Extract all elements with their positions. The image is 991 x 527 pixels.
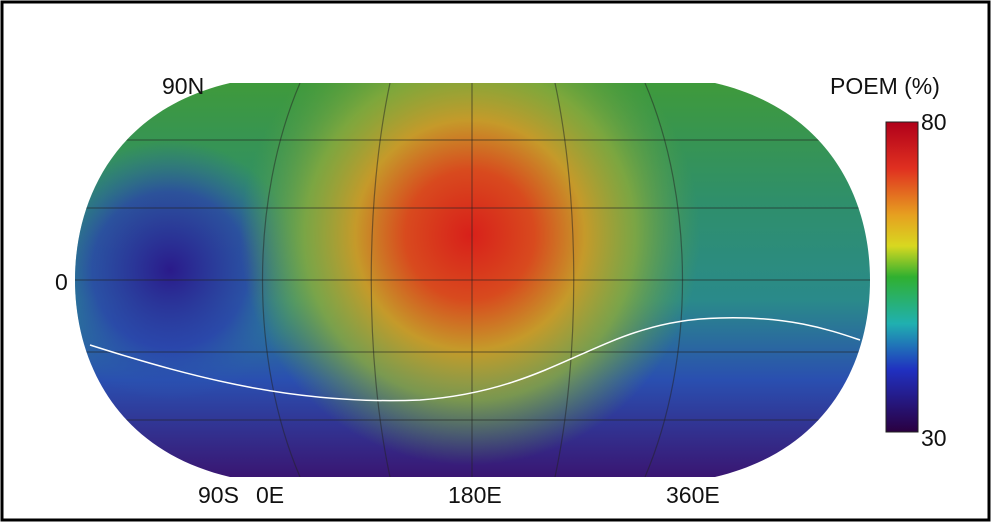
lat-label: 0 <box>55 269 68 295</box>
colorbar-min: 30 <box>921 425 947 451</box>
lat-label: 90S <box>198 482 239 508</box>
lon-label: 360E <box>666 482 720 508</box>
colorbar-title: POEM (%) <box>830 73 940 99</box>
lat-label: 90N <box>162 73 204 99</box>
colorbar-max: 80 <box>921 109 947 135</box>
lon-label: 0E <box>256 482 284 508</box>
figure: 90N 0 90S 0E 180E 360E POEM (%) 80 30 <box>0 0 991 522</box>
map <box>70 80 875 480</box>
colorbar <box>886 122 918 432</box>
lon-label: 180E <box>448 482 502 508</box>
